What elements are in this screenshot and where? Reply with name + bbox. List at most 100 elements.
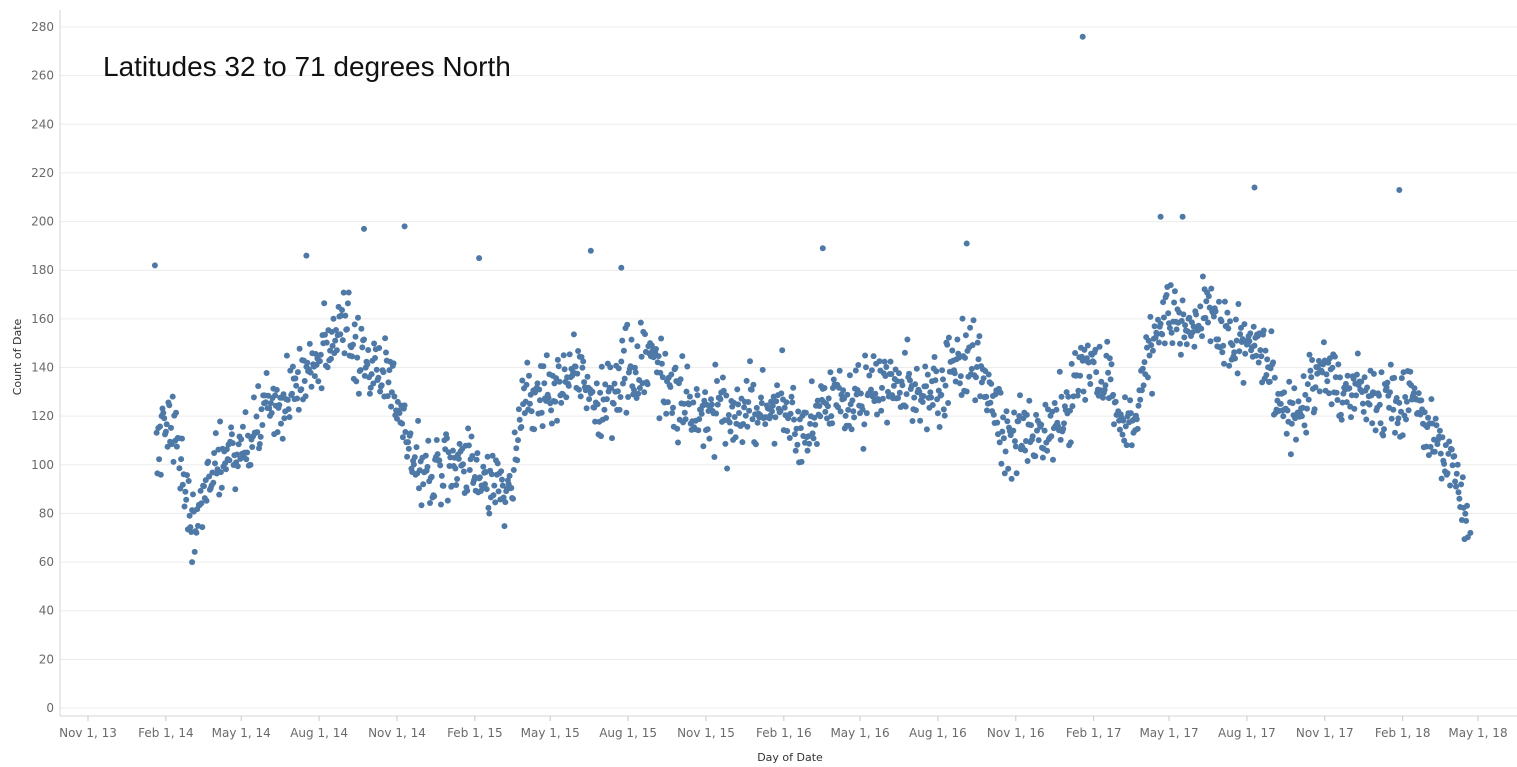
data-point bbox=[1301, 422, 1308, 429]
data-point bbox=[1263, 372, 1270, 378]
data-point bbox=[418, 502, 425, 509]
data-point bbox=[1338, 416, 1345, 423]
data-point bbox=[1335, 361, 1342, 368]
data-point bbox=[438, 501, 444, 508]
data-point bbox=[1193, 311, 1200, 318]
data-point bbox=[975, 356, 982, 363]
data-point bbox=[538, 409, 545, 416]
y-tick-label: 80 bbox=[39, 506, 54, 520]
data-point bbox=[1056, 368, 1063, 375]
data-point bbox=[857, 390, 864, 397]
data-point bbox=[391, 393, 398, 400]
data-point bbox=[380, 369, 387, 376]
data-point bbox=[1309, 357, 1316, 363]
data-point bbox=[862, 352, 869, 359]
data-point bbox=[341, 350, 348, 357]
data-point bbox=[724, 465, 731, 472]
data-point bbox=[157, 423, 163, 430]
data-point bbox=[1183, 341, 1190, 348]
data-point bbox=[713, 410, 720, 417]
data-point bbox=[1224, 309, 1231, 316]
data-point bbox=[534, 380, 541, 387]
data-point bbox=[390, 360, 397, 367]
data-point bbox=[295, 406, 302, 413]
data-point bbox=[919, 399, 926, 405]
data-point bbox=[1370, 370, 1377, 377]
data-point bbox=[436, 457, 443, 464]
y-tick-label: 260 bbox=[31, 69, 54, 83]
data-point bbox=[315, 378, 322, 385]
data-point bbox=[173, 409, 179, 416]
data-point bbox=[779, 347, 786, 354]
data-point bbox=[1179, 297, 1186, 304]
data-point bbox=[422, 452, 429, 459]
data-point bbox=[388, 403, 395, 410]
data-point bbox=[616, 406, 623, 413]
data-point bbox=[1262, 347, 1269, 354]
data-point bbox=[659, 374, 666, 381]
data-point bbox=[621, 375, 628, 382]
data-point bbox=[402, 429, 409, 435]
data-point bbox=[1163, 292, 1170, 298]
data-point bbox=[410, 461, 417, 468]
data-point bbox=[253, 413, 260, 420]
data-point bbox=[1260, 327, 1267, 334]
data-point bbox=[998, 460, 1005, 467]
data-point bbox=[1241, 321, 1248, 328]
data-point-outlier bbox=[963, 240, 970, 247]
data-point bbox=[1107, 376, 1114, 383]
data-point bbox=[324, 364, 331, 371]
data-point bbox=[1033, 411, 1040, 418]
data-point bbox=[339, 337, 346, 344]
data-point bbox=[1255, 359, 1262, 366]
data-point bbox=[311, 373, 318, 380]
data-point bbox=[1160, 314, 1167, 321]
data-point bbox=[198, 500, 205, 507]
data-point bbox=[1035, 437, 1042, 444]
data-point bbox=[413, 444, 420, 451]
data-point bbox=[1348, 392, 1355, 399]
data-point bbox=[662, 350, 669, 357]
data-point bbox=[511, 429, 518, 436]
data-point bbox=[1119, 431, 1126, 438]
data-point bbox=[1034, 427, 1040, 434]
data-point bbox=[784, 428, 791, 434]
data-point bbox=[1077, 372, 1084, 379]
data-point-outlier bbox=[151, 262, 158, 269]
data-point bbox=[1028, 422, 1034, 429]
data-point bbox=[286, 414, 293, 421]
data-point bbox=[1155, 339, 1162, 346]
data-point bbox=[922, 363, 929, 370]
data-point bbox=[1061, 420, 1067, 427]
data-point-outlier bbox=[1179, 213, 1186, 220]
data-point bbox=[1057, 436, 1064, 443]
data-point bbox=[1233, 337, 1240, 344]
data-point bbox=[999, 428, 1006, 435]
data-point bbox=[641, 389, 648, 396]
data-point bbox=[717, 396, 724, 403]
data-point bbox=[298, 386, 305, 393]
data-point bbox=[186, 512, 193, 519]
data-point bbox=[584, 373, 591, 380]
data-point bbox=[632, 369, 639, 376]
data-point bbox=[1298, 413, 1305, 420]
data-point bbox=[169, 393, 176, 400]
data-point bbox=[849, 397, 856, 404]
data-point bbox=[218, 484, 225, 491]
data-point bbox=[769, 408, 775, 415]
data-point bbox=[1448, 446, 1455, 453]
y-tick-label: 240 bbox=[31, 117, 54, 131]
data-point bbox=[1000, 414, 1007, 421]
data-point bbox=[1337, 411, 1344, 418]
data-point bbox=[1459, 474, 1466, 481]
data-point bbox=[743, 377, 750, 384]
data-point bbox=[996, 439, 1003, 446]
data-point bbox=[749, 416, 756, 423]
data-point bbox=[1253, 352, 1260, 359]
data-point bbox=[669, 410, 676, 416]
data-point bbox=[1120, 417, 1127, 424]
data-point bbox=[499, 476, 505, 483]
data-point bbox=[541, 380, 548, 387]
data-point bbox=[1110, 391, 1117, 398]
data-point bbox=[851, 414, 858, 421]
